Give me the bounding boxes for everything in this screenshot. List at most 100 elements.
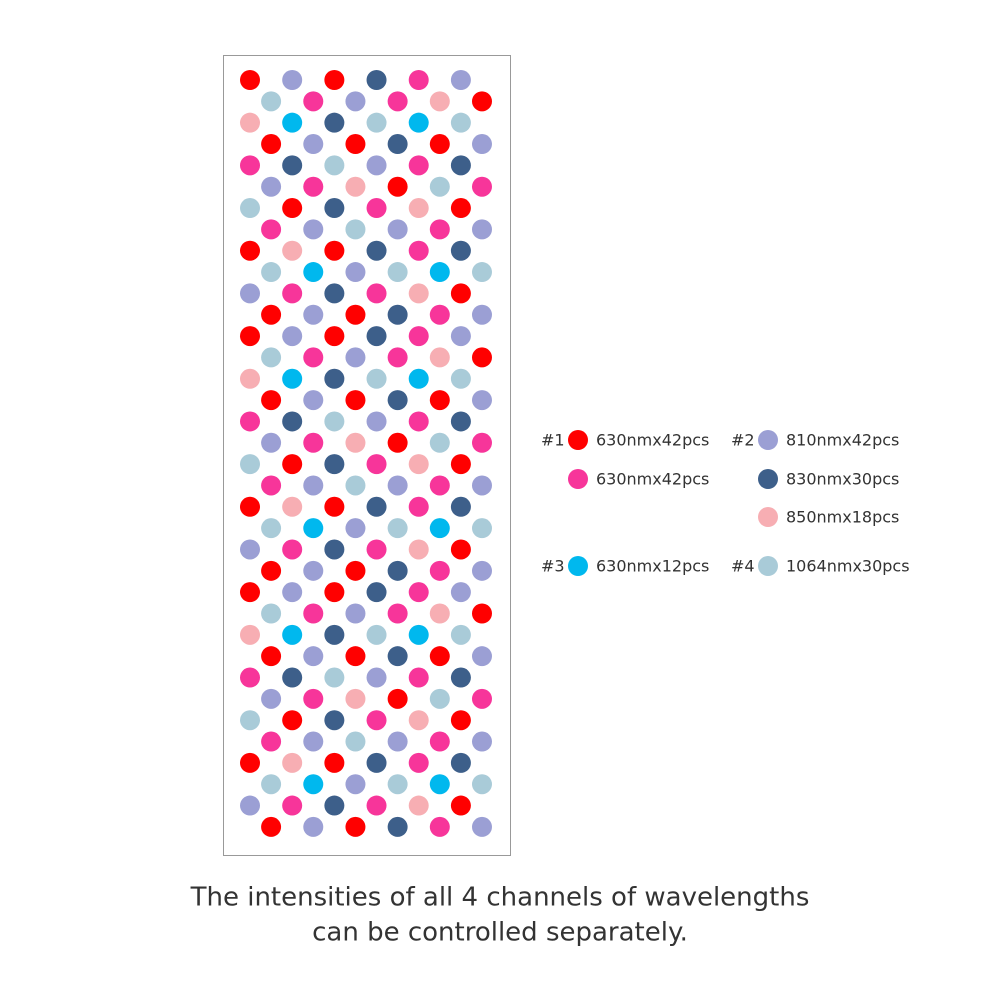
led (387, 688, 408, 709)
led (429, 390, 450, 411)
led (282, 283, 303, 304)
led (345, 688, 366, 709)
led (429, 518, 450, 539)
channel-label: #2 (731, 431, 755, 450)
led (429, 816, 450, 837)
led (261, 219, 282, 240)
led (408, 283, 429, 304)
legend-item: 630nmx12pcs (596, 557, 709, 576)
led (345, 347, 366, 368)
legend-item: 1064nmx30pcs (786, 557, 910, 576)
led (261, 603, 282, 624)
led (429, 774, 450, 795)
led (408, 198, 429, 219)
led (429, 646, 450, 667)
led (324, 624, 345, 645)
led (471, 304, 492, 325)
led (387, 603, 408, 624)
led (450, 454, 471, 475)
legend-item: 830nmx30pcs (786, 470, 899, 489)
led (261, 91, 282, 112)
led (240, 155, 260, 176)
led (450, 112, 471, 133)
led (240, 795, 260, 816)
led (408, 240, 429, 261)
led (408, 112, 429, 133)
led (471, 731, 492, 752)
led (366, 496, 387, 517)
led (408, 582, 429, 603)
led (261, 731, 282, 752)
led (324, 368, 345, 389)
led (387, 176, 408, 197)
led (387, 262, 408, 283)
led (345, 816, 366, 837)
legend-dot (568, 469, 588, 489)
led (471, 219, 492, 240)
led (345, 262, 366, 283)
led (387, 390, 408, 411)
led (429, 475, 450, 496)
led (282, 112, 303, 133)
led (345, 475, 366, 496)
led (450, 326, 471, 347)
led (366, 326, 387, 347)
led (324, 411, 345, 432)
led (387, 475, 408, 496)
legend-dot (568, 556, 588, 576)
led (282, 70, 303, 90)
led (303, 262, 324, 283)
led (303, 219, 324, 240)
led (429, 603, 450, 624)
led (387, 646, 408, 667)
led (303, 347, 324, 368)
led (408, 710, 429, 731)
led (366, 752, 387, 773)
led (387, 219, 408, 240)
led (303, 518, 324, 539)
led (324, 539, 345, 560)
led (450, 155, 471, 176)
led (303, 134, 324, 155)
led (261, 688, 282, 709)
led (471, 646, 492, 667)
led (324, 752, 345, 773)
led (303, 646, 324, 667)
led (345, 560, 366, 581)
led (240, 496, 260, 517)
led (471, 176, 492, 197)
led (261, 475, 282, 496)
led (450, 496, 471, 517)
led (261, 176, 282, 197)
led (366, 539, 387, 560)
led (450, 70, 471, 90)
led (471, 816, 492, 837)
led (387, 560, 408, 581)
led (408, 539, 429, 560)
led (282, 368, 303, 389)
legend-item: 630nmx42pcs (596, 470, 709, 489)
led (387, 347, 408, 368)
led (240, 582, 260, 603)
led (345, 304, 366, 325)
channel-label: #1 (541, 431, 565, 450)
led (303, 560, 324, 581)
led (471, 390, 492, 411)
led (303, 688, 324, 709)
led (450, 368, 471, 389)
led (429, 134, 450, 155)
led (471, 518, 492, 539)
led (324, 112, 345, 133)
led (408, 454, 429, 475)
led (324, 198, 345, 219)
led (324, 582, 345, 603)
led-array (240, 70, 492, 837)
led (345, 774, 366, 795)
led (471, 475, 492, 496)
led (408, 496, 429, 517)
led (303, 91, 324, 112)
led (324, 795, 345, 816)
led (282, 795, 303, 816)
